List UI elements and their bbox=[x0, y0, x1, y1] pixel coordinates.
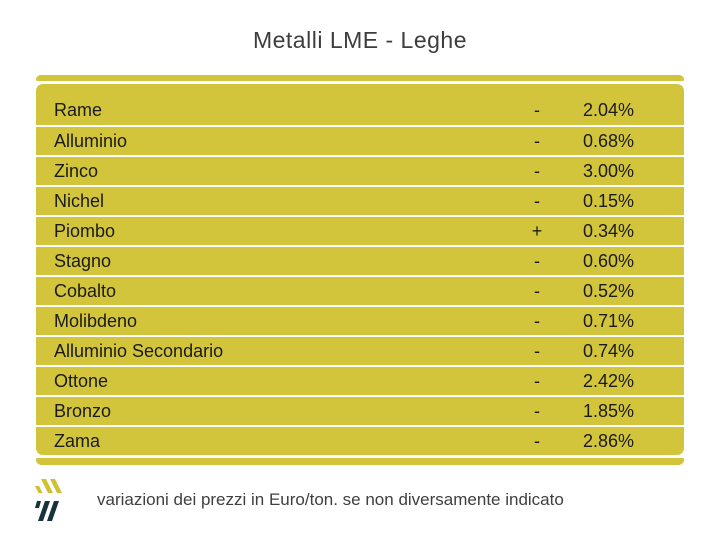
metal-name: Stagno bbox=[54, 250, 112, 271]
metal-name: Nichel bbox=[54, 190, 105, 211]
table-row: Molibdeno - 0.71% bbox=[36, 305, 684, 335]
change-sign: - bbox=[534, 190, 540, 211]
metal-name: Alluminio Secondario bbox=[54, 340, 224, 361]
table-row: Stagno - 0.60% bbox=[36, 245, 684, 275]
price-table: Rame - 2.04% Alluminio - 0.68% Zinco - 3… bbox=[36, 75, 684, 465]
table-row: Piombo + 0.34% bbox=[36, 215, 684, 245]
table-row: Alluminio Secondario - 0.74% bbox=[36, 335, 684, 365]
change-value: 2.86% bbox=[582, 430, 634, 451]
metal-name: Molibdeno bbox=[54, 310, 138, 331]
change-value: 0.15% bbox=[582, 190, 634, 211]
change-value: 3.00% bbox=[582, 160, 634, 181]
table-top-cap bbox=[36, 75, 684, 81]
change-sign: - bbox=[534, 370, 540, 391]
change-sign: - bbox=[534, 99, 540, 120]
metal-name: Alluminio bbox=[54, 130, 128, 151]
change-sign: - bbox=[534, 250, 540, 271]
change-sign: - bbox=[534, 280, 540, 301]
table-row: Nichel - 0.15% bbox=[36, 185, 684, 215]
footer-note: variazioni dei prezzi in Euro/ton. se no… bbox=[97, 490, 564, 509]
change-value: 1.85% bbox=[582, 400, 634, 421]
change-value: 0.74% bbox=[582, 340, 634, 361]
change-sign: - bbox=[534, 310, 540, 331]
change-value: 2.04% bbox=[582, 99, 634, 120]
footer: variazioni dei prezzi in Euro/ton. se no… bbox=[33, 477, 720, 523]
change-sign: - bbox=[534, 430, 540, 451]
change-value: 0.68% bbox=[582, 130, 634, 151]
change-value: 0.34% bbox=[582, 220, 634, 241]
price-table-body: Rame - 2.04% Alluminio - 0.68% Zinco - 3… bbox=[36, 84, 684, 455]
metal-name: Zama bbox=[54, 430, 101, 451]
page-title: Metalli LME - Leghe bbox=[252, 27, 468, 53]
table-row: Rame - 2.04% bbox=[36, 95, 684, 125]
metal-name: Ottone bbox=[54, 370, 109, 391]
change-sign: - bbox=[534, 340, 540, 361]
metal-name: Rame bbox=[54, 99, 103, 120]
change-value: 2.42% bbox=[582, 370, 634, 391]
change-sign: - bbox=[534, 160, 540, 181]
table-row: Cobalto - 0.52% bbox=[36, 275, 684, 305]
table-row: Zama - 2.86% bbox=[36, 425, 684, 455]
table-bottom-cap bbox=[36, 458, 684, 465]
change-value: 0.60% bbox=[582, 250, 634, 271]
table-row: Alluminio - 0.68% bbox=[36, 125, 684, 155]
metal-name: Cobalto bbox=[54, 280, 117, 301]
change-sign: + bbox=[531, 220, 543, 241]
metal-name: Zinco bbox=[54, 160, 99, 181]
table-row: Zinco - 3.00% bbox=[36, 155, 684, 185]
change-value: 0.52% bbox=[582, 280, 634, 301]
change-sign: - bbox=[534, 400, 540, 421]
metal-name: Piombo bbox=[54, 220, 116, 241]
metal-name: Bronzo bbox=[54, 400, 112, 421]
brand-slashes-icon bbox=[35, 479, 62, 521]
table-row: Bronzo - 1.85% bbox=[36, 395, 684, 425]
change-value: 0.71% bbox=[582, 310, 634, 331]
change-sign: - bbox=[534, 130, 540, 151]
table-row: Ottone - 2.42% bbox=[36, 365, 684, 395]
